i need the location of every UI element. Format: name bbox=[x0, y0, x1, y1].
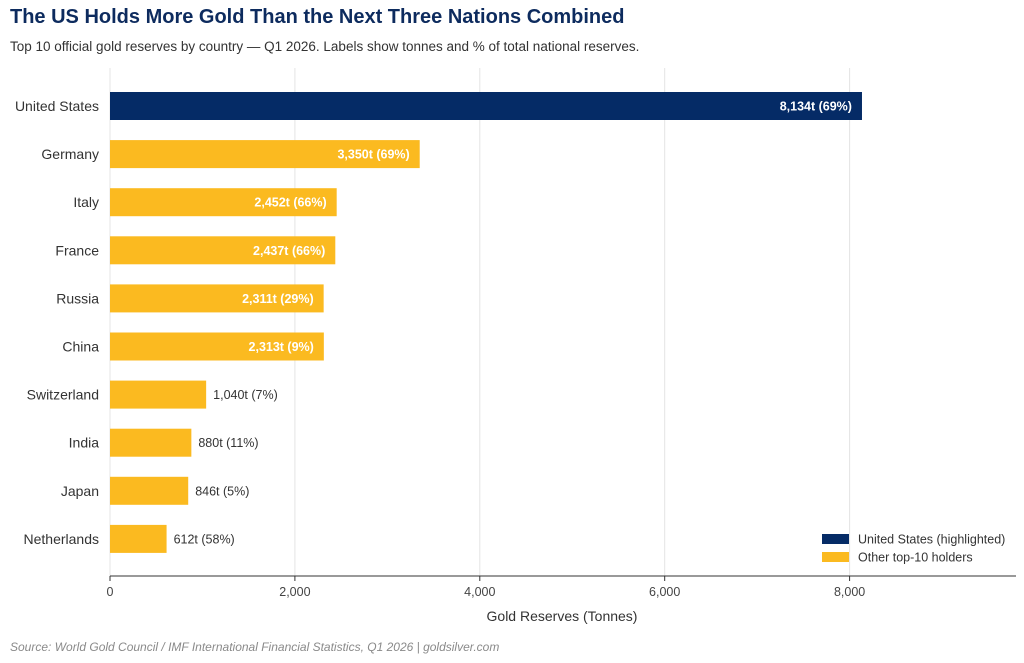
legend: United States (highlighted) Other top-10 … bbox=[822, 533, 1005, 565]
data-label: 2,437t (66%) bbox=[253, 244, 325, 258]
category-label: India bbox=[69, 435, 100, 451]
category-label: Italy bbox=[73, 194, 99, 210]
bar-japan bbox=[110, 476, 189, 505]
data-label: 2,313t (9%) bbox=[249, 340, 314, 354]
chart-subtitle: Top 10 official gold reserves by country… bbox=[10, 39, 640, 54]
bar-chart: 8,134t (69%) 3,350t (69%) 2,452t (66%) 2,43… bbox=[15, 68, 1016, 624]
x-tick-label: 6,000 bbox=[649, 585, 680, 599]
category-labels: United States Germany Italy France Russia Chi… bbox=[15, 98, 99, 547]
bar-germany bbox=[110, 140, 420, 169]
category-label: Russia bbox=[56, 290, 99, 306]
category-label: China bbox=[62, 339, 99, 355]
data-label: 2,452t (66%) bbox=[254, 196, 326, 210]
bar-united-states bbox=[110, 92, 862, 120]
category-label: Japan bbox=[61, 483, 99, 499]
category-label: Netherlands bbox=[24, 531, 100, 547]
data-label: 3,350t (69%) bbox=[337, 148, 409, 162]
chart-title: The US Holds More Gold Than the Next Thr… bbox=[10, 6, 625, 28]
bar-india bbox=[110, 428, 192, 457]
legend-swatch bbox=[822, 552, 849, 562]
bars bbox=[110, 92, 862, 553]
x-tick-label: 2,000 bbox=[279, 585, 310, 599]
x-tick-label: 4,000 bbox=[464, 585, 495, 599]
legend-label: Other top-10 holders bbox=[858, 551, 973, 565]
x-tick-label: 8,000 bbox=[834, 585, 865, 599]
bar-france bbox=[110, 236, 336, 265]
x-tick-label: 0 bbox=[107, 585, 114, 599]
category-label: France bbox=[55, 242, 99, 258]
data-label: 8,134t (69%) bbox=[780, 100, 852, 114]
category-label: Germany bbox=[41, 146, 99, 162]
category-label: Switzerland bbox=[27, 387, 99, 403]
data-label: 612t (58%) bbox=[174, 532, 235, 546]
category-label: United States bbox=[15, 98, 99, 114]
data-label: 846t (5%) bbox=[195, 484, 249, 498]
data-label: 2,311t (29%) bbox=[242, 292, 314, 306]
bar-china bbox=[110, 332, 324, 361]
bar-netherlands bbox=[110, 524, 167, 553]
bar-switzerland bbox=[110, 380, 207, 409]
legend-label: United States (highlighted) bbox=[858, 533, 1005, 547]
bar-russia bbox=[110, 284, 324, 313]
source-note: Source: World Gold Council / IMF Interna… bbox=[10, 640, 500, 654]
bar-italy bbox=[110, 188, 337, 217]
x-axis-label: Gold Reserves (Tonnes) bbox=[487, 608, 638, 624]
data-labels: 8,134t (69%) 3,350t (69%) 2,452t (66%) 2,43… bbox=[174, 100, 852, 547]
data-label: 880t (11%) bbox=[198, 436, 258, 450]
legend-swatch bbox=[822, 534, 849, 544]
x-axis: 0 2,000 4,000 6,000 8,000 Gold Reserves (Tonn… bbox=[107, 575, 1016, 624]
data-label: 1,040t (7%) bbox=[213, 388, 278, 402]
